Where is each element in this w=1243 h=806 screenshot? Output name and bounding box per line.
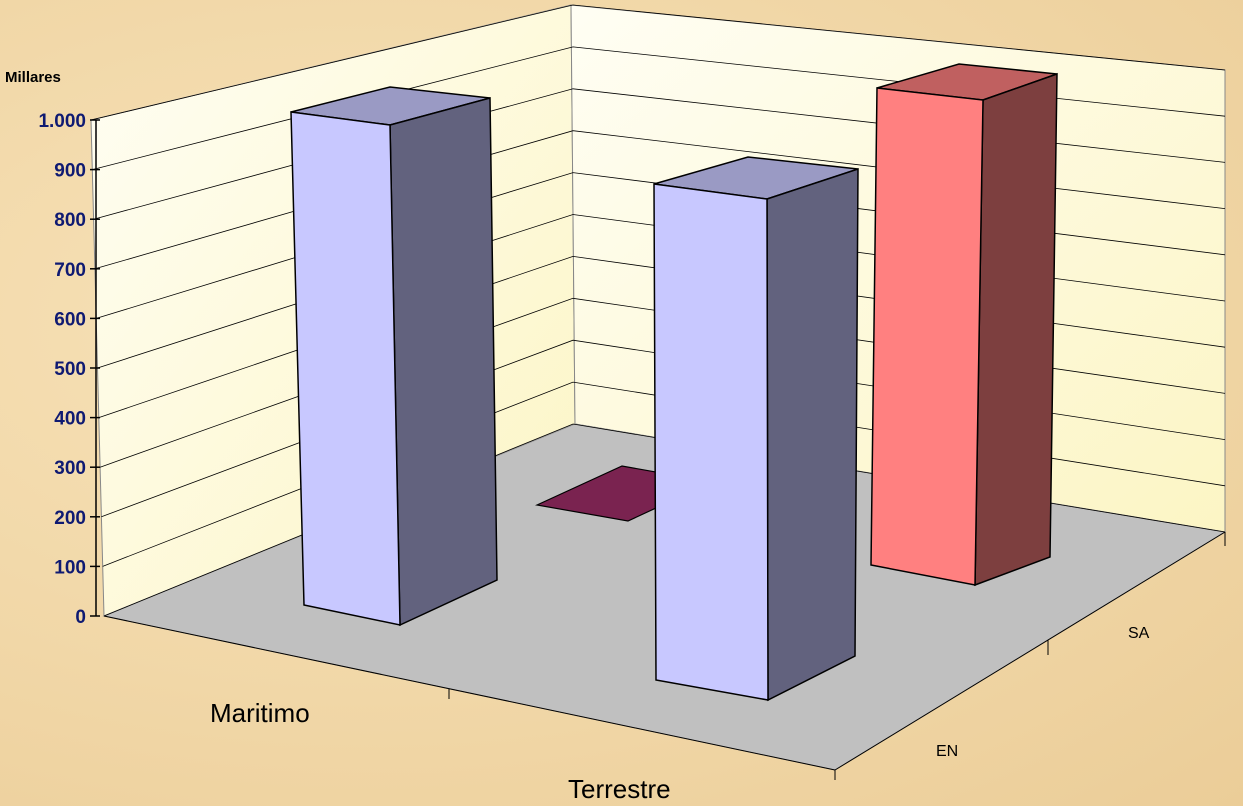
y-tick-label: 600 (54, 309, 86, 330)
y-tick-label: 800 (54, 210, 86, 231)
y-axis-ticks: 0 100 200 300 400 500 600 700 800 900 1.000 (38, 111, 100, 628)
y-tick-label: 0 (75, 607, 86, 628)
y-tick-label: 100 (54, 557, 86, 578)
y-tick-label: 700 (54, 260, 86, 281)
y-tick-label: 400 (54, 409, 86, 430)
floor-tick-marks (103, 531, 1226, 780)
series-label-sa: SA (1128, 625, 1150, 642)
bar-terrestre-sa (870, 63, 1058, 587)
bar-terrestre-en (653, 156, 859, 702)
category-label-maritimo: Maritimo (210, 698, 310, 728)
y-tick-label: 1.000 (38, 111, 86, 132)
y-tick-label: 900 (54, 161, 86, 182)
gridline (90, 4, 1226, 121)
y-tick-label: 300 (54, 458, 86, 479)
category-label-terrestre: Terrestre (568, 774, 671, 804)
bar-maritimo-en (290, 86, 498, 627)
y-tick-label: 500 (54, 359, 86, 380)
series-label-en: EN (936, 743, 958, 760)
y-tick-label: 200 (54, 508, 86, 529)
y-unit-label: Millares (5, 69, 61, 86)
